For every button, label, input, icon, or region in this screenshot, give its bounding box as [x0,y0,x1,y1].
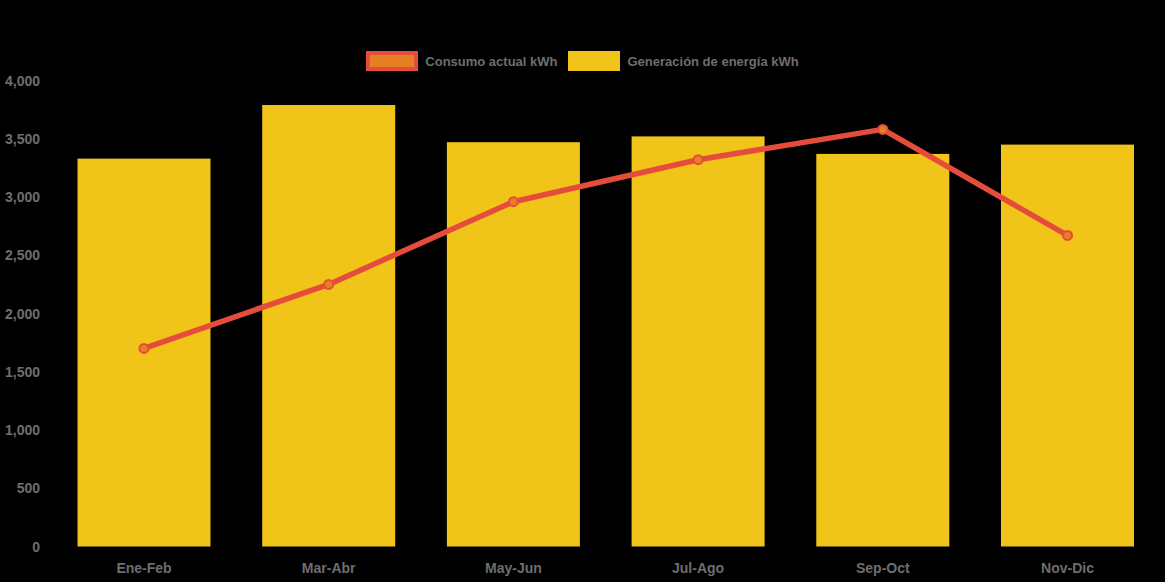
energy-combo-chart: Consumo actual kWh Generación de energía… [0,0,1165,582]
consumo-legend-swatch-icon [366,51,418,71]
y-axis-tick-label: 0 [32,539,40,555]
line-point-consumo[interactable] [140,344,149,353]
y-axis-tick-label: 500 [17,480,41,496]
line-point-consumo[interactable] [1063,231,1072,240]
y-axis-tick-label: 3,000 [5,189,40,205]
bar-generacion[interactable] [816,154,949,547]
line-point-consumo[interactable] [509,197,518,206]
y-axis-tick-label: 1,500 [5,364,40,380]
x-axis-category-label: Sep-Oct [856,560,910,576]
chart-legend: Consumo actual kWh Generación de energía… [0,51,1165,71]
y-axis-tick-label: 3,500 [5,131,40,147]
x-axis-category-label: Jul-Ago [672,560,724,576]
x-axis-category-label: Mar-Abr [302,560,356,576]
x-axis-category-label: Nov-Dic [1041,560,1094,576]
line-point-consumo[interactable] [324,280,333,289]
y-axis-tick-label: 2,000 [5,306,40,322]
bar-generacion[interactable] [262,105,395,547]
generacion-legend-swatch-icon [568,51,620,71]
bar-generacion[interactable] [632,136,765,546]
legend-item-consumo[interactable]: Consumo actual kWh [366,51,557,71]
line-point-consumo[interactable] [694,155,703,164]
x-axis-category-label: May-Jun [485,560,542,576]
line-point-consumo[interactable] [878,125,887,134]
y-axis-tick-label: 1,000 [5,422,40,438]
plot-area: 0 500 1,000 1,500 2,000 2,500 3,000 3,500 4,000 E… [0,0,1165,582]
legend-item-generacion[interactable]: Generación de energía kWh [568,51,798,71]
consumo-legend-label: Consumo actual kWh [425,54,557,69]
y-axis-tick-label: 2,500 [5,247,40,263]
bar-generacion[interactable] [1001,145,1134,547]
x-axis-category-label: Ene-Feb [116,560,171,576]
y-axis-tick-label: 4,000 [5,73,40,89]
generacion-legend-label: Generación de energía kWh [627,54,798,69]
